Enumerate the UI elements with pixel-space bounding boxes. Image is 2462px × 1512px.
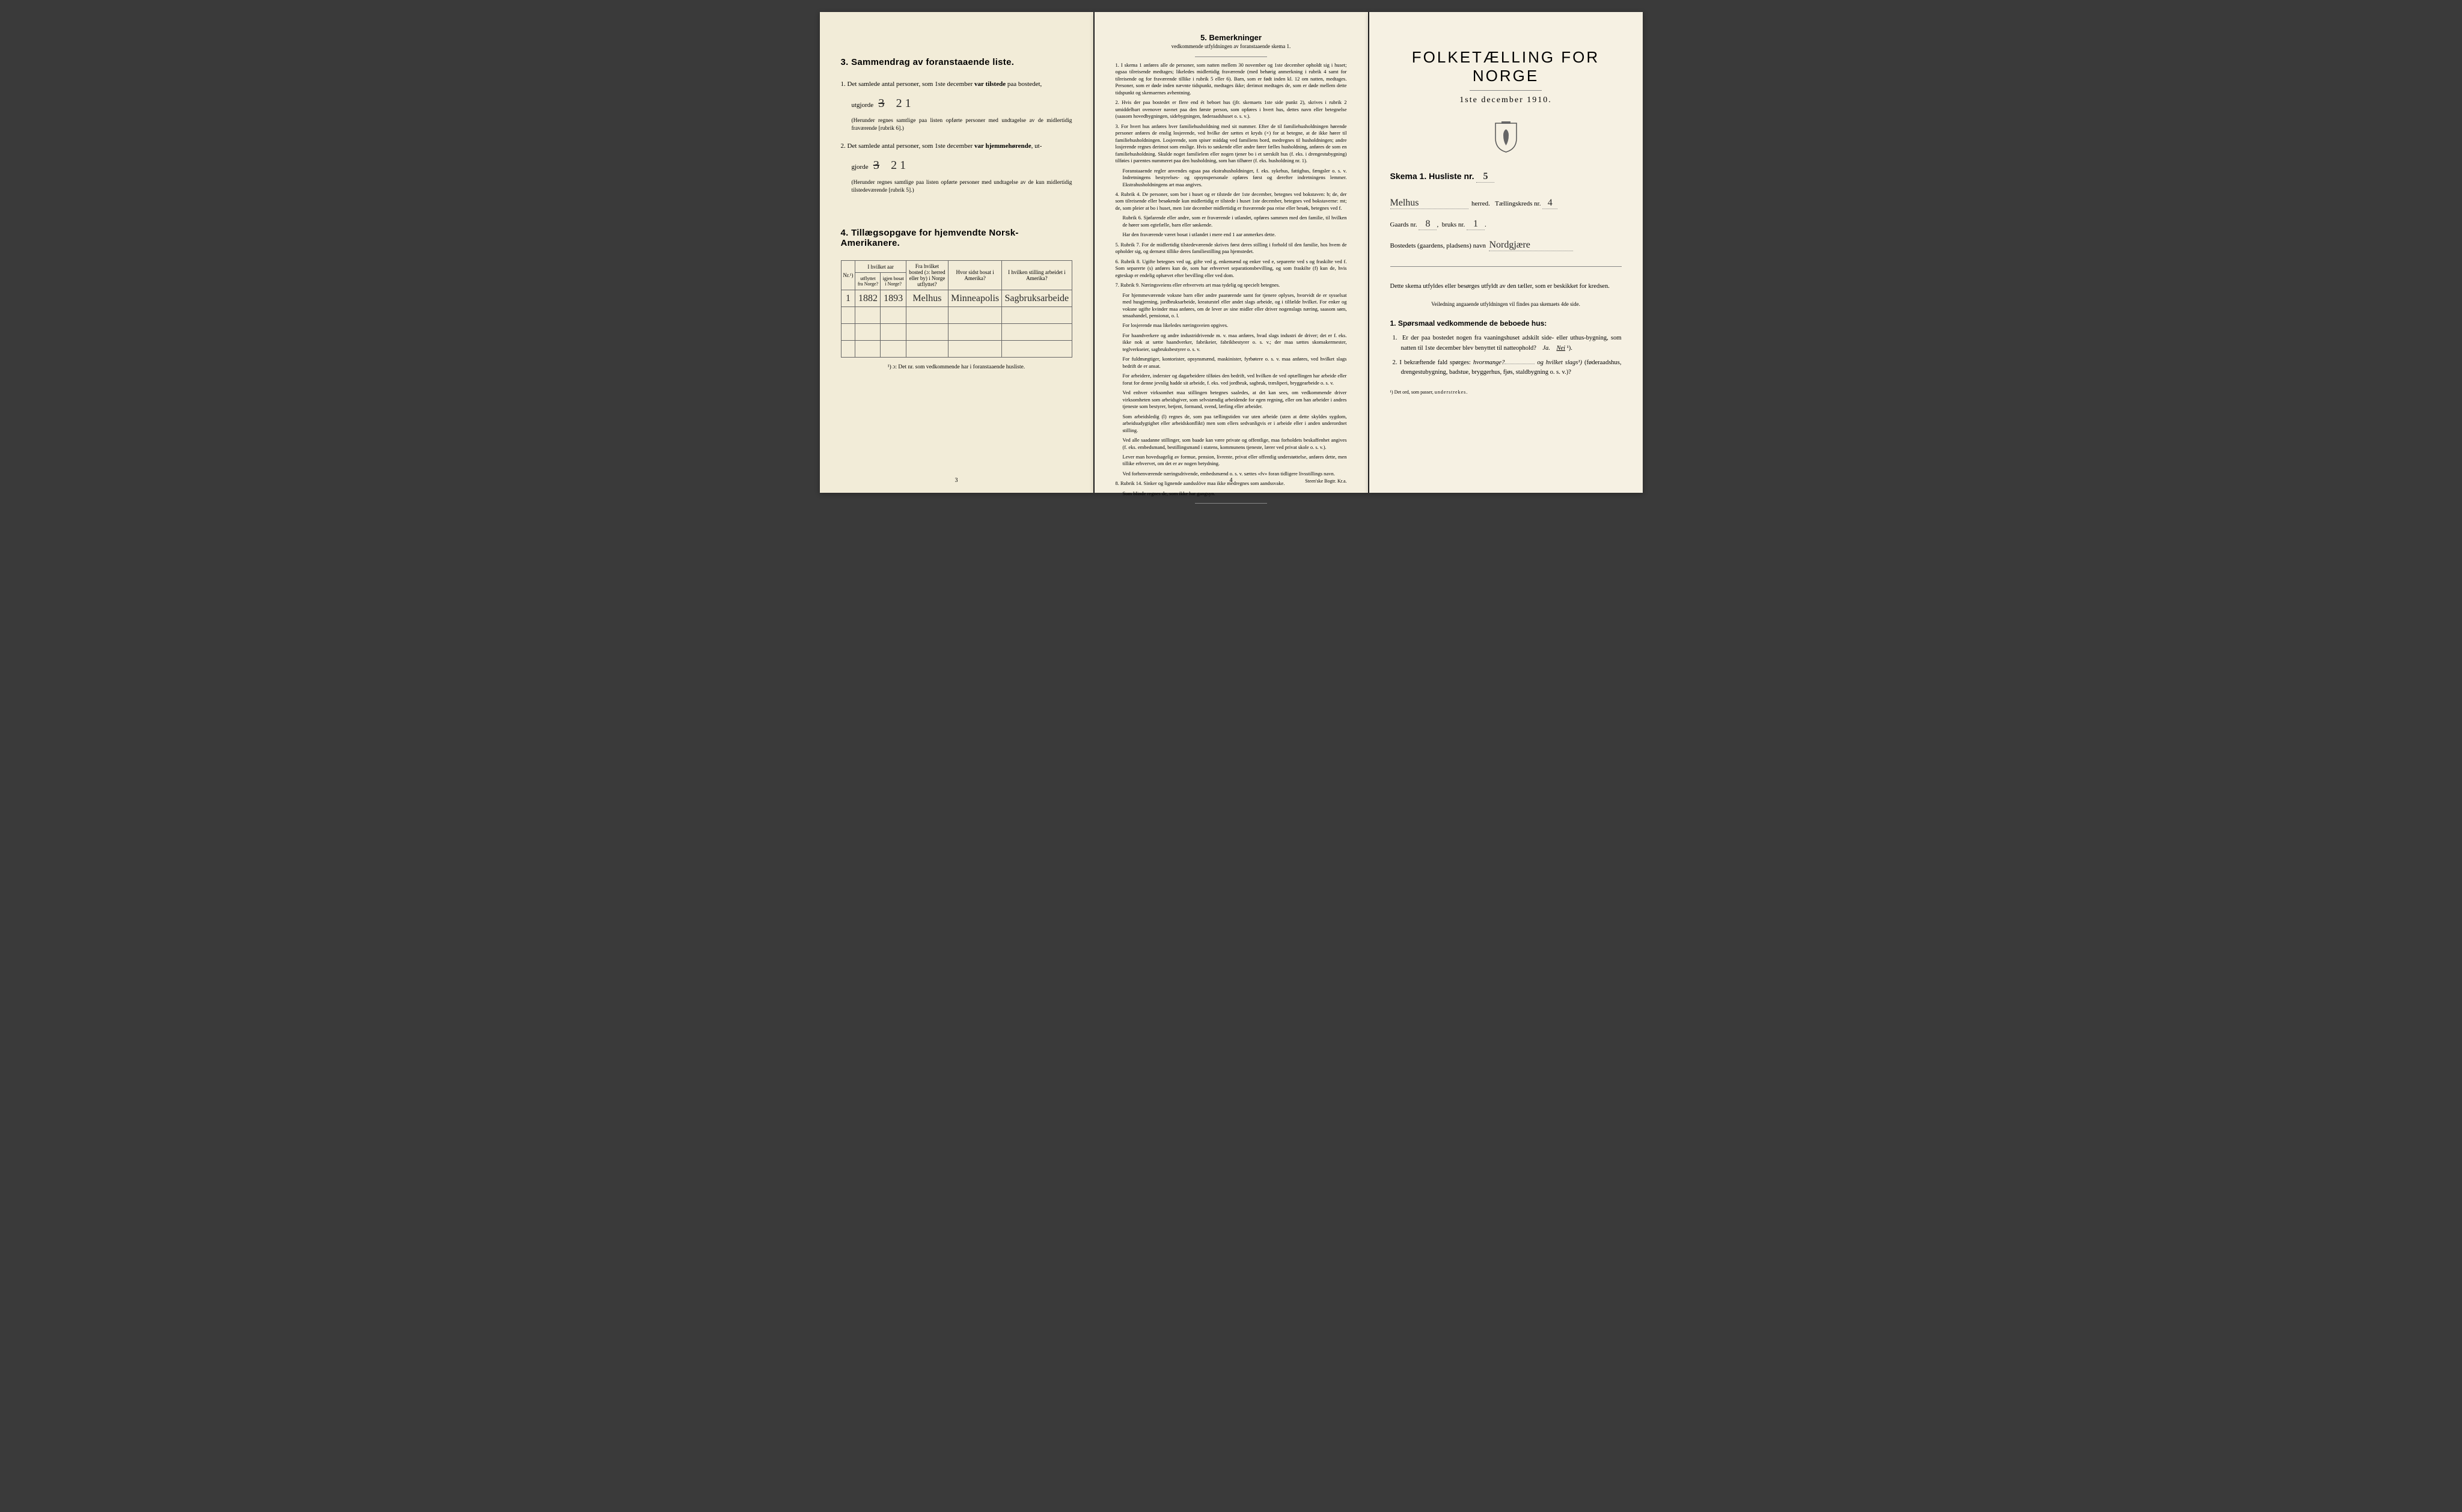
remarks-list: 1. I skema 1 anføres alle de personer, s… xyxy=(1116,62,1347,497)
th-year-back: igjen bosat i Norge? xyxy=(881,273,906,290)
remark-item: 4. Rubrik 4. De personer, som bor i huse… xyxy=(1116,191,1347,212)
table-row xyxy=(841,324,1072,341)
section-5-title: 5. Bemerkninger xyxy=(1116,33,1347,42)
question-heading: 1. Spørsmaal vedkommende de beboede hus: xyxy=(1390,319,1622,328)
remark-item: 2. Hvis der paa bostedet er flere end ét… xyxy=(1116,99,1347,120)
page-1-cover: FOLKETÆLLING FOR NORGE 1ste december 191… xyxy=(1369,12,1643,493)
remark-item: Ved forhenværende næringsdrivende, embed… xyxy=(1123,471,1347,477)
document-spread: 3. Sammendrag av foranstaaende liste. 1.… xyxy=(820,12,1643,493)
page-4: 5. Bemerkninger vedkommende utfyldningen… xyxy=(1095,12,1368,493)
table-row xyxy=(841,341,1072,358)
emigrant-table-body: 1 1882 1893 Melhus Minneapolis Sagbruksa… xyxy=(841,290,1072,358)
remark-item: Rubrik 6. Sjøfarende eller andre, som er… xyxy=(1123,215,1347,228)
table-footnote: ¹) ɔ: Det nr. som vedkommende har i fora… xyxy=(841,364,1072,371)
remark-item: For losjerende maa likeledes næringsveie… xyxy=(1123,322,1347,329)
th-nr: Nr.¹) xyxy=(841,261,855,290)
summary-item-1: 1. Det samlede antal personer, som 1ste … xyxy=(841,79,1072,90)
remark-item: 5. Rubrik 7. For de midlertidig tilstede… xyxy=(1116,242,1347,255)
remark-item: For fuldmægtiger, kontorister, opsynsmæn… xyxy=(1123,356,1347,370)
remark-item: For arbeidere, inderster og dagarbeidere… xyxy=(1123,373,1347,386)
remark-item: Ved enhver virksomhet maa stillingen bet… xyxy=(1123,389,1347,410)
summary-item-1-note: (Herunder regnes samtlige paa listen opf… xyxy=(852,117,1072,133)
remark-item: Har den fraværende været bosat i utlande… xyxy=(1123,231,1347,238)
main-instruction: Dette skema utfyldes eller besørges utfy… xyxy=(1390,282,1622,291)
sub-instruction: Veiledning angaaende utfyldningen vil fi… xyxy=(1390,300,1622,309)
remark-item: For hjemmeværende voksne barn eller andr… xyxy=(1123,292,1347,320)
summary-item-2: 2. Det samlede antal personer, som 1ste … xyxy=(841,141,1072,151)
summary-item-1-value: utgjorde 3 2 1 xyxy=(852,94,1072,112)
section-4-title: 4. Tillægsopgave for hjemvendte Norsk-Am… xyxy=(841,228,1072,248)
remark-item: Lever man hovedsagelig av formue, pensio… xyxy=(1123,454,1347,468)
remark-item: Foranstaaende regler anvendes ogsaa paa … xyxy=(1123,168,1347,188)
section-5-subtitle: vedkommende utfyldningen av foranstaaend… xyxy=(1116,43,1347,49)
table-row: 1 1882 1893 Melhus Minneapolis Sagbruksa… xyxy=(841,290,1072,307)
remark-item: For haandverkere og andre industridriven… xyxy=(1123,332,1347,353)
section-3-title: 3. Sammendrag av foranstaaende liste. xyxy=(841,57,1072,67)
remark-item: Som blinde regnes de, som ikke har gangs… xyxy=(1123,490,1347,497)
remark-item: 7. Rubrik 9. Næringsveiens eller erhverv… xyxy=(1116,282,1347,288)
emigrant-table: Nr.¹) I hvilket aar Fra hvilket bosted (… xyxy=(841,260,1072,358)
remark-item: 6. Rubrik 8. Ugifte betegnes ved ug, gif… xyxy=(1116,258,1347,279)
divider xyxy=(1195,503,1267,504)
page-3: 3. Sammendrag av foranstaaende liste. 1.… xyxy=(820,12,1093,493)
summary-item-2-value: gjorde 3 2 1 xyxy=(852,156,1072,174)
th-occupation: I hvilken stilling arbeidet i Amerika? xyxy=(1002,261,1072,290)
divider xyxy=(1195,56,1267,57)
date-subtitle: 1ste december 1910. xyxy=(1390,96,1622,105)
herred-line: Melhus herred. Tællingskreds nr. 4 xyxy=(1390,198,1622,209)
th-where: Hvor sidst bosat i Amerika? xyxy=(948,261,1002,290)
skema-line: Skema 1. Husliste nr. 5 xyxy=(1390,171,1622,183)
remark-item: 3. For hvert hus anføres hver familiehus… xyxy=(1116,123,1347,165)
question-1: 1. Er der paa bostedet nogen fra vaaning… xyxy=(1401,334,1622,353)
main-title: FOLKETÆLLING FOR NORGE xyxy=(1390,48,1622,85)
gaards-line: Gaards nr. 8, bruks nr. 1. xyxy=(1390,219,1622,230)
page-number: 4 xyxy=(1230,477,1233,484)
th-year: I hvilket aar xyxy=(855,261,906,273)
bosted-line: Bostedets (gaardens, pladsens) navn Nord… xyxy=(1390,240,1622,251)
remark-item: Ved alle saadanne stillinger, som baade … xyxy=(1123,437,1347,451)
divider xyxy=(1390,266,1622,267)
summary-item-2-note: (Herunder regnes samtlige paa listen opf… xyxy=(852,179,1072,195)
page-number: 3 xyxy=(955,477,958,484)
divider xyxy=(1470,90,1542,91)
th-year-out: utflyttet fra Norge? xyxy=(855,273,881,290)
remark-item: Som arbeidsledig (l) regnes de, som paa … xyxy=(1123,413,1347,434)
coat-of-arms-icon xyxy=(1390,120,1622,156)
printer-mark: Steen'ske Bogtr. Kr.a. xyxy=(1305,478,1346,484)
question-2: 2. I bekræftende fald spørges: hvormange… xyxy=(1401,358,1622,378)
th-from: Fra hvilket bosted (ɔ: herred eller by) … xyxy=(906,261,948,290)
table-row xyxy=(841,307,1072,324)
remark-item: 1. I skema 1 anføres alle de personer, s… xyxy=(1116,62,1347,96)
footnote: ¹) Det ord, som passer, understrekes. xyxy=(1390,389,1622,395)
